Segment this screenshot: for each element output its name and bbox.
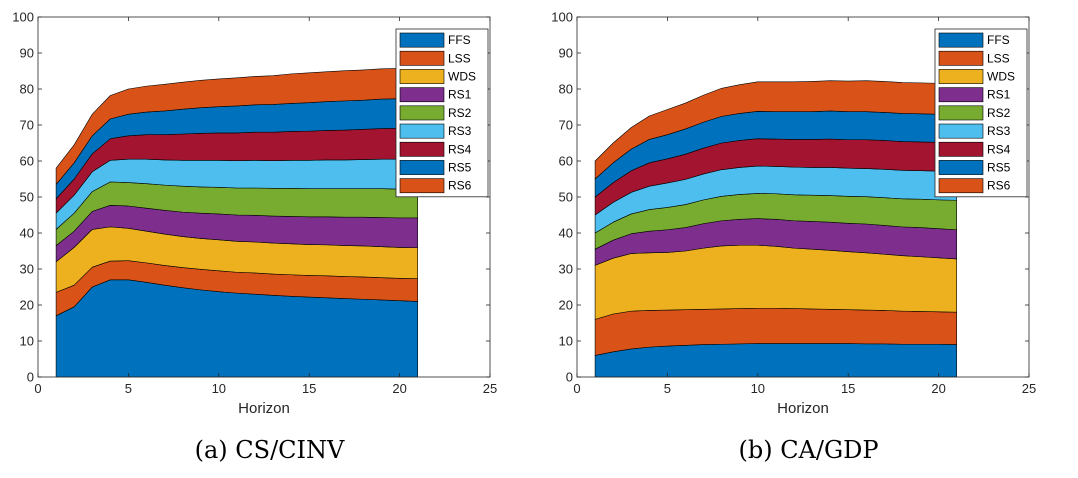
chart-a-legend-label-lss: LSS — [448, 51, 471, 65]
chart-a-legend-label-rs4: RS4 — [448, 142, 472, 156]
chart-a-ytick-label: 50 — [20, 190, 34, 205]
chart-b-ytick-label: 60 — [559, 154, 573, 169]
chart-b-xtick-label: 0 — [573, 381, 580, 396]
chart-a-ytick-label: 40 — [20, 226, 34, 241]
chart-b-legend-label-rs6: RS6 — [987, 179, 1011, 193]
chart-b-ytick-label: 20 — [559, 298, 573, 313]
chart-b-legend-swatch-lss — [938, 50, 984, 66]
chart-a-xtick-label: 0 — [34, 381, 41, 396]
chart-a-xtick-label: 15 — [302, 381, 316, 396]
chart-a-legend-swatch-rs4 — [399, 141, 445, 157]
chart-b-ytick-label: 30 — [559, 262, 573, 277]
chart-a-legend-swatch-rs1 — [399, 87, 445, 103]
chart-a-xaxis-label: Horizon — [238, 400, 290, 417]
chart-b-ytick-label: 100 — [551, 10, 573, 25]
chart-a-legend-swatch-rs2 — [399, 105, 445, 121]
chart-a-legend-label-rs3: RS3 — [448, 124, 472, 138]
stacked-area-chart-a: 0 5 10 15 20 25 0 10 20 30 40 50 60 70 80 90 100 Horizon F… — [12, 10, 497, 418]
chart-b-legend-label-rs5: RS5 — [987, 161, 1011, 175]
chart-b-legend-swatch-rs2 — [938, 105, 984, 121]
chart-a-ytick-label: 0 — [27, 370, 34, 385]
chart-a-legend-swatch-wds — [399, 69, 445, 84]
chart-b-ytick-label: 50 — [559, 190, 573, 205]
chart-a-xtick-label: 10 — [212, 381, 226, 396]
chart-b-legend-label-rs3: RS3 — [987, 124, 1011, 138]
chart-b-legend-label-lss: LSS — [987, 51, 1010, 65]
chart-b-legend-label-rs2: RS2 — [987, 106, 1011, 120]
chart-b-ytick-label: 90 — [559, 46, 573, 61]
chart-b-area-ffs — [594, 343, 957, 378]
chart-b-xtick-label: 10 — [751, 381, 765, 396]
chart-b-ytick-label: 40 — [559, 226, 573, 241]
chart-a-ytick-label: 20 — [20, 298, 34, 313]
chart-b-legend-label-ffs: FFS — [987, 33, 1010, 47]
chart-b-legend-label-rs1: RS1 — [987, 88, 1011, 102]
chart-a-legend-swatch-rs6 — [399, 178, 445, 194]
chart-a-ytick-label: 10 — [20, 334, 34, 349]
chart-b-ytick-label: 70 — [559, 118, 573, 133]
chart-a-legend-swatch-rs5 — [399, 160, 445, 175]
chart-a-ytick-label: 60 — [20, 154, 34, 169]
chart-b-ytick-label: 10 — [559, 334, 573, 349]
stacked-area-chart-b: 0 5 10 15 20 25 0 10 20 30 40 50 60 70 80 90 100 Horizon F… — [551, 10, 1036, 418]
chart-b-legend-swatch-wds — [938, 69, 984, 84]
chart-b-legend-swatch-rs1 — [938, 87, 984, 103]
chart-b-xaxis-label: Horizon — [777, 400, 829, 417]
chart-b-legend-swatch-rs5 — [938, 160, 984, 175]
chart-a-xtick-label: 20 — [392, 381, 406, 396]
chart-b-xtick-label: 15 — [841, 381, 855, 396]
chart-b-legend-swatch-rs3 — [938, 123, 984, 139]
chart-b-xtick-label: 25 — [1022, 381, 1036, 396]
chart-b-xtick-label: 20 — [931, 381, 945, 396]
chart-b-ytick-label: 0 — [566, 370, 573, 385]
chart-a-ytick-label: 90 — [20, 46, 34, 61]
chart-a-legend-label-rs6: RS6 — [448, 179, 472, 193]
chart-a-ytick-label: 70 — [20, 118, 34, 133]
chart-b-area-wds — [594, 244, 957, 320]
chart-b-legend-label-rs4: RS4 — [987, 142, 1011, 156]
chart-a-legend-swatch-rs3 — [399, 123, 445, 139]
figure-a: 0 5 10 15 20 25 0 10 20 30 40 50 60 70 80 90 100 Horizon F… — [12, 10, 497, 465]
chart-a-legend-label-rs2: RS2 — [448, 106, 472, 120]
chart-a-ytick-label: 30 — [20, 262, 34, 277]
chart-a-xtick-label: 25 — [483, 381, 497, 396]
chart-b-xtick-label: 5 — [664, 381, 671, 396]
chart-b-legend-swatch-rs4 — [938, 141, 984, 157]
caption-b: (b) CA/GDP — [738, 436, 879, 464]
chart-b-legend-swatch-rs6 — [938, 178, 984, 194]
chart-a-ytick-label: 80 — [20, 82, 34, 97]
chart-b-legend-label-wds: WDS — [987, 70, 1015, 84]
chart-b-ytick-label: 80 — [559, 82, 573, 97]
figure-b: 0 5 10 15 20 25 0 10 20 30 40 50 60 70 80 90 100 Horizon F… — [539, 0, 1078, 478]
chart-b-legend-swatch-ffs — [938, 32, 984, 48]
chart-a-xtick-label: 5 — [125, 381, 132, 396]
chart-a-legend-swatch-lss — [399, 50, 445, 66]
chart-a-legend-label-rs5: RS5 — [448, 161, 472, 175]
caption-a: (a) CS/CINV — [194, 436, 345, 464]
chart-a-legend-label-rs1: RS1 — [448, 88, 472, 102]
chart-a-ytick-label: 100 — [12, 10, 34, 25]
chart-a-legend-swatch-ffs — [399, 32, 445, 48]
chart-a-legend-label-wds: WDS — [448, 70, 476, 84]
chart-a-legend-label-ffs: FFS — [448, 33, 471, 47]
